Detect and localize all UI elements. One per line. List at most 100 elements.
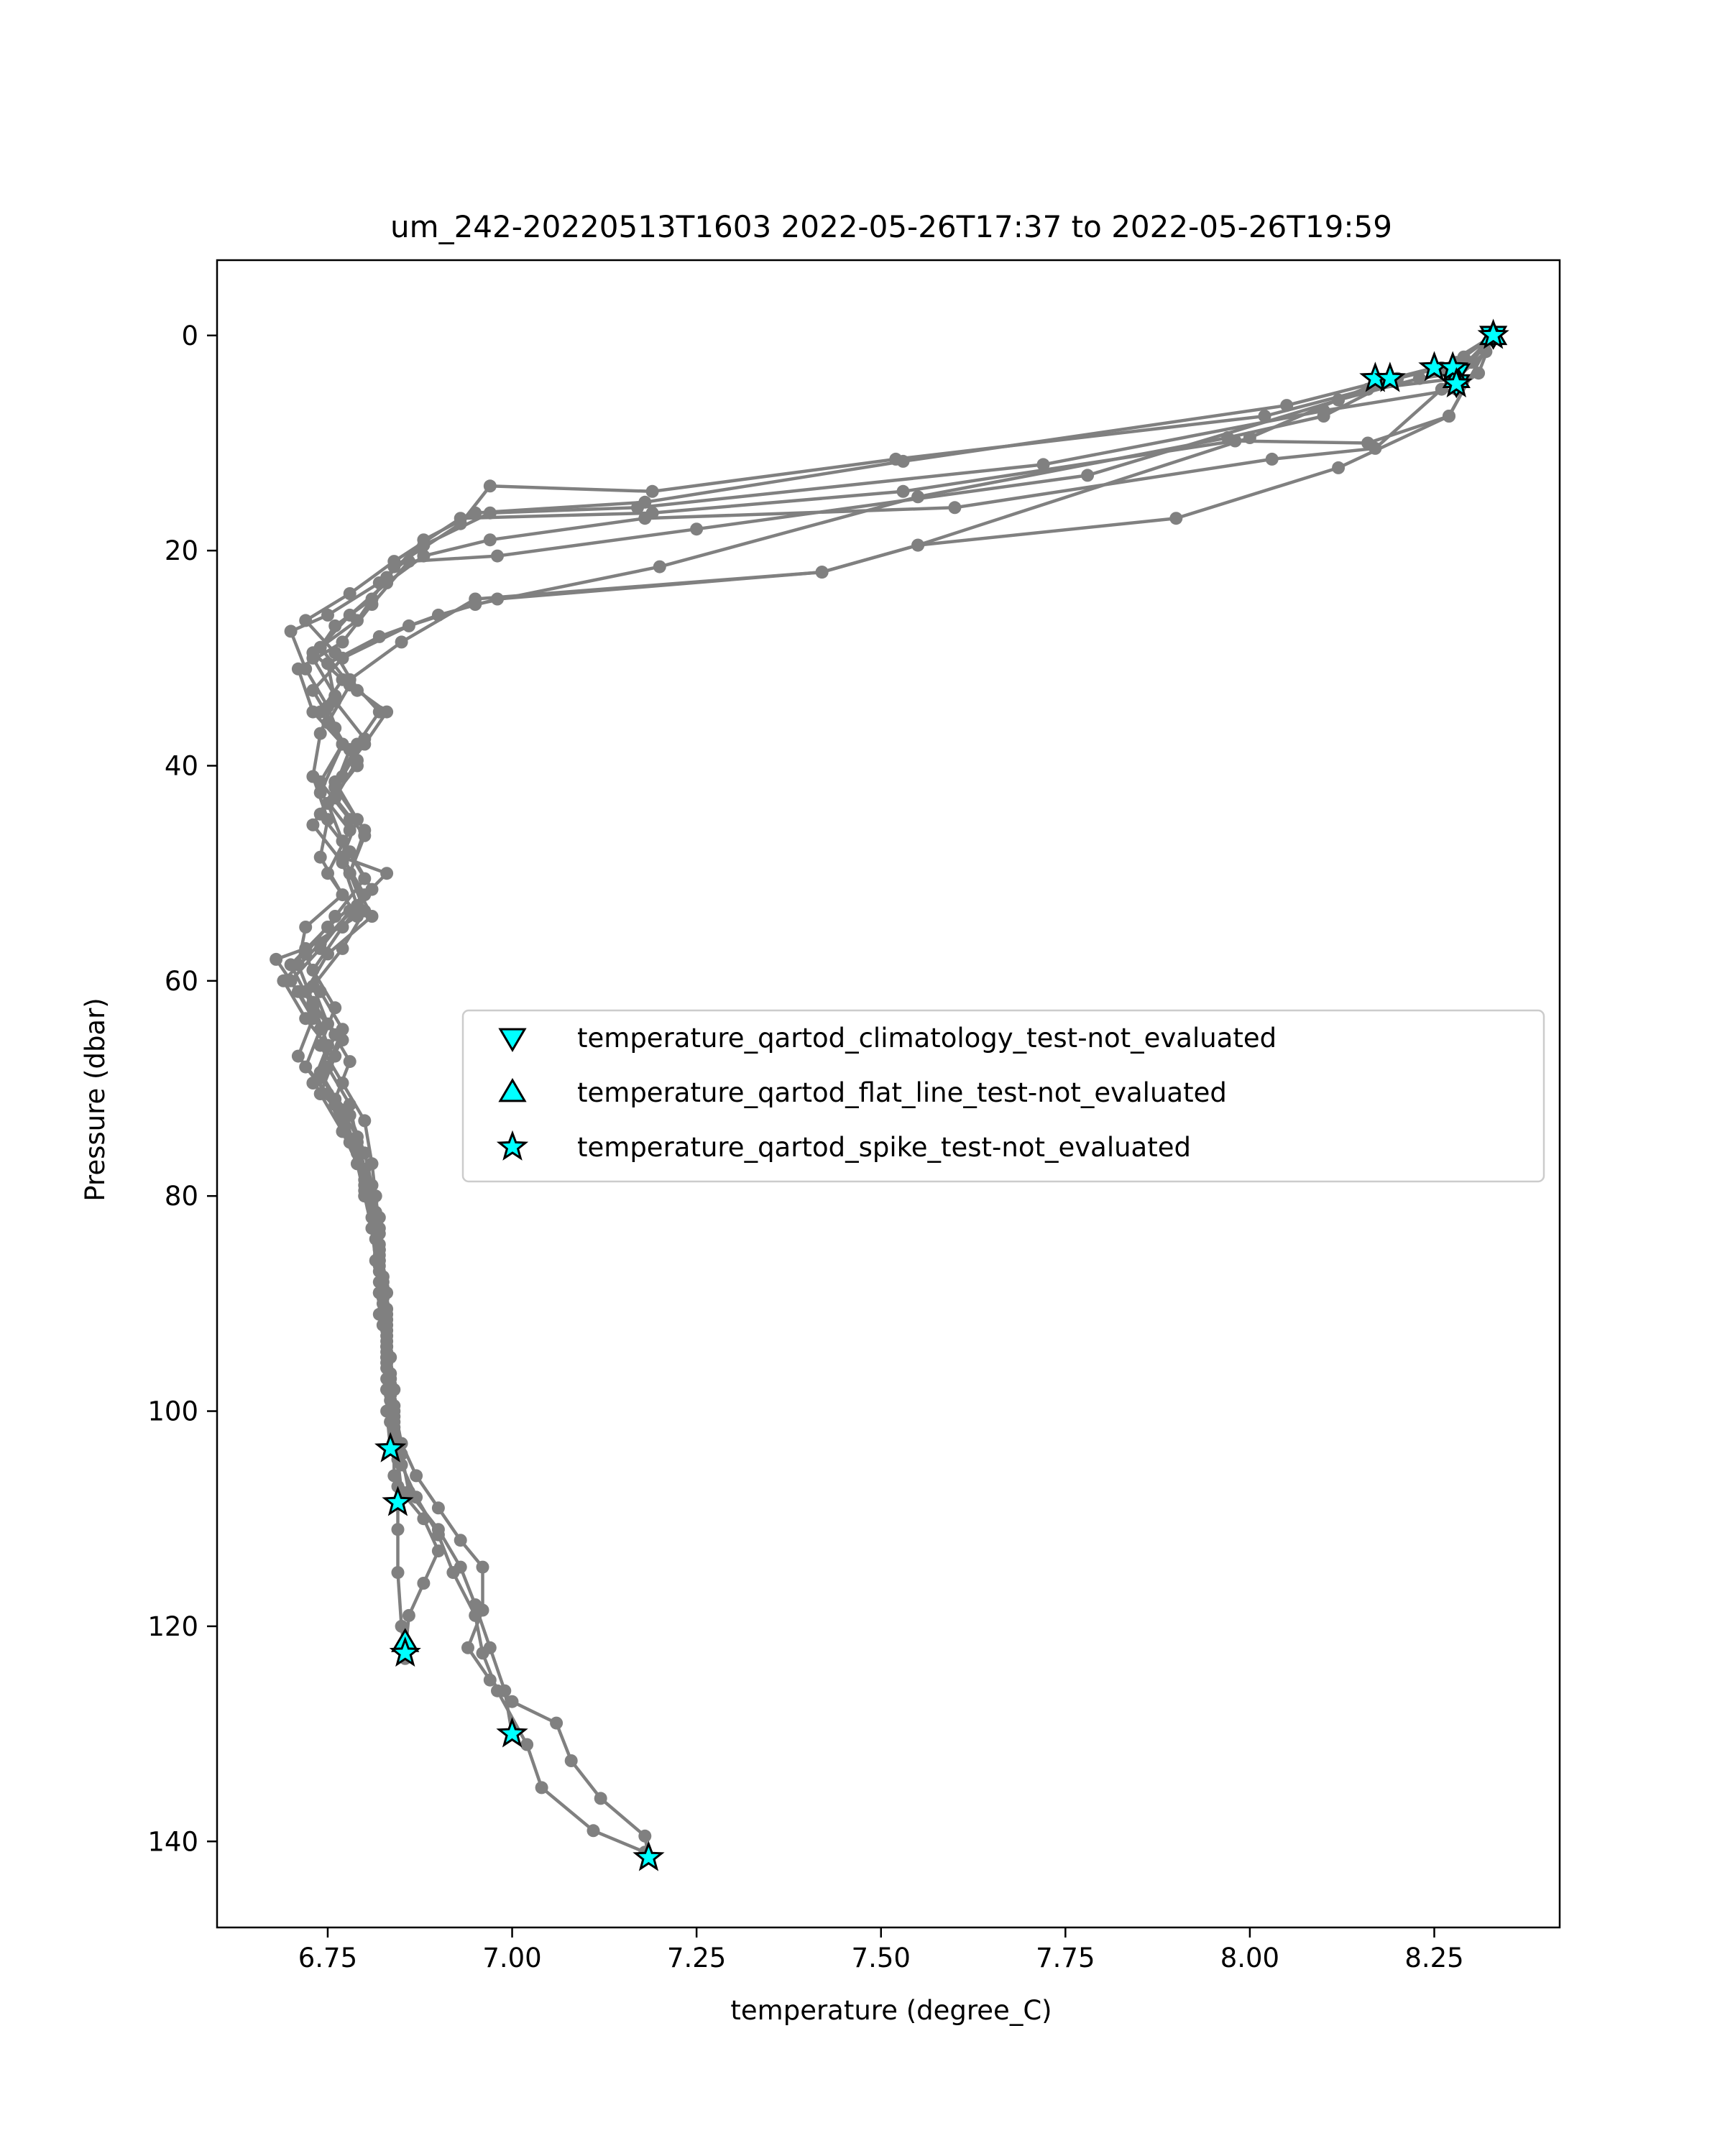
plot-area: 6.75 7.00 7.25 7.50 7.75 8.00 8.25 0 20 40 60 80 100… <box>147 259 1561 1973</box>
profile-point <box>535 1781 548 1795</box>
profile-point <box>372 705 386 719</box>
profile-point <box>321 608 334 622</box>
profile-point <box>321 867 334 880</box>
profile-point <box>358 824 372 837</box>
legend-marker-star <box>496 1130 529 1161</box>
profile-point <box>291 662 305 676</box>
profile-point <box>372 1248 386 1262</box>
profile-point <box>469 1608 482 1622</box>
chart-title: um_242-20220513T1603 2022-05-26T17:37 to… <box>390 209 1392 244</box>
profile-point <box>313 807 327 821</box>
profile-point <box>328 646 342 660</box>
profile-point <box>306 705 320 719</box>
profile-point <box>1036 458 1050 471</box>
profile-point <box>343 587 356 600</box>
axes-frame <box>216 259 1561 1929</box>
x-tick-label: 8.25 <box>1404 1943 1463 1973</box>
profile-point <box>896 454 910 468</box>
profile-point <box>1169 512 1183 525</box>
profile-point <box>417 549 431 563</box>
profile-point <box>328 1028 342 1041</box>
profile-point <box>384 1378 397 1391</box>
spike-flag-marker <box>1477 318 1509 349</box>
profile-point <box>469 506 482 520</box>
profile-point <box>550 1716 564 1730</box>
profile-point <box>645 484 659 498</box>
profile-point <box>520 1738 534 1751</box>
profile-point <box>299 614 313 627</box>
profile-point <box>690 522 704 536</box>
profile-point <box>313 786 327 799</box>
profile-point <box>815 566 829 579</box>
profile-point <box>1081 469 1095 482</box>
profile-point <box>313 1038 327 1052</box>
profile-point <box>391 1523 405 1537</box>
profile-point <box>328 910 342 923</box>
legend-label: temperature_qartod_climatology_test-not_… <box>577 1023 1276 1054</box>
profile-point <box>483 479 497 493</box>
profile-point <box>1361 436 1375 450</box>
profile-point <box>417 1577 431 1590</box>
profile-point <box>336 635 349 649</box>
y-tick-label: 140 <box>147 1826 198 1857</box>
profile-point <box>343 608 356 622</box>
profile-point <box>321 947 334 961</box>
profile-point <box>306 683 320 697</box>
spike-flag-marker <box>1440 367 1473 397</box>
profile-point <box>358 1184 372 1197</box>
legend-marker-triangle-down <box>498 1028 527 1052</box>
profile-point <box>313 775 327 788</box>
profile-point <box>391 1566 405 1580</box>
profile-point <box>343 673 356 686</box>
profile-point <box>343 904 356 918</box>
profile-point <box>1443 410 1455 423</box>
y-tick-label: 80 <box>165 1181 198 1212</box>
spike-flag-marker <box>1374 361 1407 392</box>
profile-point <box>313 1066 327 1079</box>
x-axis-label: temperature (degree_C) <box>730 1995 1052 2026</box>
y-tick-label: 0 <box>181 321 198 351</box>
spike-flag-marker <box>632 1841 665 1871</box>
x-tick-label: 7.50 <box>852 1943 911 1973</box>
profile-point <box>586 1824 600 1838</box>
y-tick-label: 120 <box>147 1611 198 1642</box>
profile-point <box>380 1345 394 1359</box>
profile-point <box>291 1049 305 1063</box>
profile-point <box>395 1458 408 1472</box>
spike-flag-marker <box>374 1432 407 1462</box>
profile-point <box>491 549 504 563</box>
data-layer <box>270 318 1509 1871</box>
profile-point <box>1457 350 1471 364</box>
profile-point <box>454 1534 467 1547</box>
profile-point <box>461 1641 474 1654</box>
profile-point <box>313 850 327 864</box>
profile-point <box>351 737 364 751</box>
profile-point <box>284 974 298 987</box>
profile-point <box>336 1125 349 1138</box>
profile-point <box>299 985 313 998</box>
y-tick-label: 60 <box>165 966 198 997</box>
profile-point <box>431 1544 445 1558</box>
x-tick-label: 8.00 <box>1220 1943 1279 1973</box>
profile-point <box>911 538 925 552</box>
profile-point <box>336 1103 349 1117</box>
profile-point <box>1258 410 1271 423</box>
profile-point <box>645 506 659 520</box>
profile-point <box>387 555 401 568</box>
y-axis-label: Pressure (dbar) <box>80 998 111 1201</box>
profile-point <box>299 921 313 934</box>
profile-point <box>476 1560 489 1574</box>
profile-point <box>483 533 497 547</box>
spike-flag-marker <box>389 1636 421 1667</box>
profile-point <box>505 1695 519 1708</box>
profile-point <box>1332 461 1346 474</box>
profile-point <box>284 958 298 972</box>
profile-point <box>270 952 283 966</box>
profile-point <box>410 1491 423 1504</box>
profile-point <box>896 484 910 498</box>
spike-flag-marker <box>496 1717 528 1748</box>
profile-point <box>476 1646 489 1660</box>
profile-point <box>343 867 356 880</box>
profile-point <box>321 716 334 729</box>
x-tick-label: 6.75 <box>298 1943 357 1973</box>
